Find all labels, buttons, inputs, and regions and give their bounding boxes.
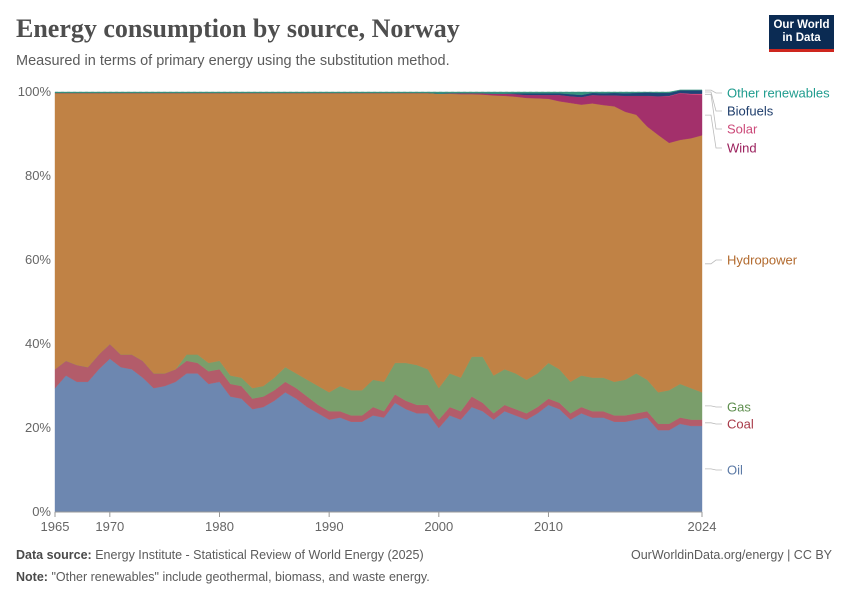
y-tick-label: 0% [32,504,51,519]
x-tick-label: 1990 [315,519,344,534]
source-label: Data source: [16,548,92,562]
legend-connector [705,93,722,130]
x-tick-label: 2000 [424,519,453,534]
logo-line-1: Our World [773,19,830,31]
y-tick-label: 40% [25,336,51,351]
note-label: Note: [16,570,48,584]
chart-title: Energy consumption by source, Norway [16,14,460,43]
area-series [54,89,703,513]
area-other-renewables[interactable] [54,89,703,96]
legend-label-wind[interactable]: Wind [727,141,757,156]
legend-connector [705,89,722,94]
x-tick-label: 1980 [205,519,234,534]
chart-subtitle: Measured in terms of primary energy usin… [16,53,450,69]
legend-label-biofuels[interactable]: Biofuels [727,104,774,119]
y-tick-label: 20% [25,420,51,435]
x-tick-label: 1965 [41,519,70,534]
legend-label-other-renewables[interactable]: Other renewables [727,86,830,101]
legend-label-oil[interactable]: Oil [727,463,743,478]
source-text: Energy Institute - Statistical Review of… [95,548,424,562]
area-hydropower[interactable] [54,92,703,393]
legend-connector [705,468,722,471]
legend: Oil Coal Gas Hydropower Wind Solar Biofuels Oth… [705,86,830,478]
y-tick-label: 80% [25,168,51,183]
legend-label-gas[interactable]: Gas [727,400,751,415]
legend-connector [705,91,722,112]
legend-label-solar[interactable]: Solar [727,122,758,137]
note-text: "Other renewables" include geothermal, b… [51,570,430,584]
legend-label-coal[interactable]: Coal [727,417,754,432]
note-line: Note: "Other renewables" include geother… [16,570,430,584]
y-tick-label: 60% [25,252,51,267]
x-tick-label: 1970 [95,519,124,534]
legend-label-hydropower[interactable]: Hydropower [727,253,798,268]
axes: 0% 20% 40% 60% 80% 100% 1965 1970 1980 1990 2000 20… [18,84,717,534]
source-link[interactable]: OurWorldinData.org/energy | CC BY [630,548,832,562]
owid-logo[interactable]: Our World in Data [769,15,834,52]
x-tick-label: 2010 [534,519,563,534]
legend-connector [705,114,722,149]
legend-connector [705,259,722,265]
x-tick-label: 2024 [688,519,717,534]
legend-connector [705,422,722,425]
y-tick-label: 100% [18,84,52,99]
legend-connector [705,405,722,408]
source-line: Data source: Energy Institute - Statisti… [16,548,424,562]
logo-line-2: in Data [782,32,821,44]
